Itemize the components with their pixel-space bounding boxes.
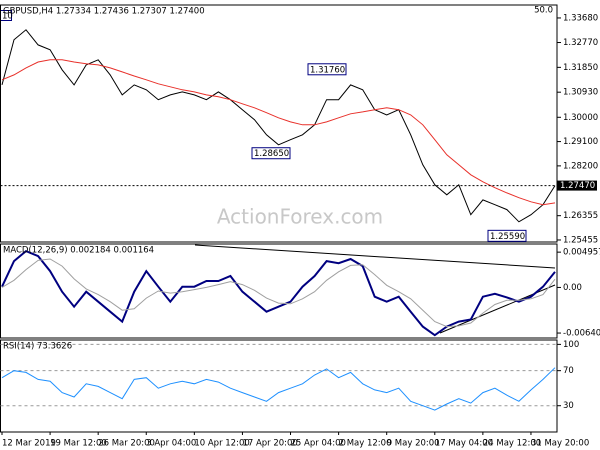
watermark: ActionForex.com bbox=[217, 205, 383, 229]
y-tick-label: 0.004957 bbox=[563, 248, 600, 258]
panel-title: GBPUSD,H4 1.27334 1.27436 1.27307 1.2740… bbox=[3, 7, 205, 17]
y-tick-label: 1.31850 bbox=[563, 63, 598, 73]
y-tick-label: 70 bbox=[563, 366, 574, 376]
y-tick-label: 1.26355 bbox=[563, 211, 598, 221]
panel-title: RSI(14) 73.3626 bbox=[3, 342, 72, 352]
series-line bbox=[1, 258, 556, 328]
annotation-label: 1.31760 bbox=[310, 65, 345, 75]
y-tick-label: 1.30930 bbox=[563, 88, 598, 98]
x-tick-label: 26 Mar 20:00 bbox=[98, 439, 155, 449]
x-tick-label: 24 May 12:00 bbox=[483, 439, 541, 449]
y-tick-label: 1.33680 bbox=[563, 13, 598, 23]
current-price-label: 1.27470 bbox=[560, 181, 595, 191]
trend-line bbox=[194, 244, 556, 269]
series-line bbox=[1, 249, 556, 337]
y-tick-label: 1.28200 bbox=[563, 161, 598, 171]
panel-frame bbox=[0, 243, 558, 339]
x-tick-label: 25 Apr 04:00 bbox=[291, 439, 346, 449]
x-tick-label: 10 Apr 12:00 bbox=[194, 439, 249, 449]
annotation-box bbox=[251, 147, 291, 160]
x-tick-label: 31 May 20:00 bbox=[531, 439, 589, 449]
x-tick-label: 3 Apr 04:00 bbox=[146, 439, 196, 449]
x-tick-label: 17 May 04:00 bbox=[435, 439, 493, 449]
x-tick-label: 12 Mar 2019 bbox=[2, 439, 56, 449]
x-tick-label: 17 Apr 20:00 bbox=[242, 439, 297, 449]
series-line bbox=[1, 367, 556, 411]
x-tick-label: 2 May 12:00 bbox=[339, 439, 392, 449]
y-tick-label: -0.006404 bbox=[563, 329, 600, 339]
panel-frame bbox=[0, 4, 558, 243]
x-tick-label: 19 Mar 12:00 bbox=[50, 439, 107, 449]
current-price-box bbox=[557, 180, 597, 191]
annotation-label: 1.28650 bbox=[254, 149, 289, 159]
y-tick-label: 1.25455 bbox=[563, 235, 598, 245]
y-tick-label: 1.30000 bbox=[563, 113, 598, 123]
annotation-box bbox=[307, 63, 347, 76]
y-tick-label: 100 bbox=[563, 340, 579, 350]
annotation-label: 1.25590 bbox=[490, 232, 525, 242]
y-tick-label: 0.00 bbox=[563, 283, 582, 293]
y-tick-label: 1.32770 bbox=[563, 38, 598, 48]
x-tick-label: 9 May 20:00 bbox=[387, 439, 440, 449]
annotation-box bbox=[487, 229, 527, 242]
panel-title: MACD(12,26,9) 0.002184 0.001164 bbox=[3, 246, 154, 256]
scale-label: 50.0 bbox=[534, 6, 553, 16]
series-line bbox=[1, 29, 556, 223]
zoom-label: 10 bbox=[2, 12, 13, 22]
y-tick-label: 30 bbox=[563, 401, 574, 411]
y-tick-label: 1.29100 bbox=[563, 137, 598, 147]
panel-frame bbox=[0, 339, 558, 433]
series-line bbox=[1, 59, 556, 206]
